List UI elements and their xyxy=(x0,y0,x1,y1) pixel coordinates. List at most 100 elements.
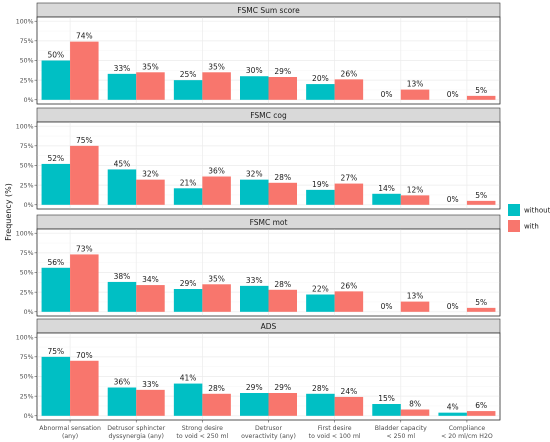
data-label: 5% xyxy=(475,298,487,307)
x-tick-label-line: Detrusor sphincter xyxy=(107,425,165,432)
bar-without xyxy=(306,393,335,416)
y-tick-label: 25% xyxy=(20,289,34,296)
data-label: 73% xyxy=(76,244,93,253)
bar-with xyxy=(202,176,231,205)
y-tick-label: 100% xyxy=(16,123,34,130)
data-label: 52% xyxy=(47,154,64,163)
x-axis-ticks: Abnormal sensation (any) Detrusor sphincte… xyxy=(39,420,493,440)
bar-without xyxy=(240,179,269,205)
bar-with xyxy=(202,72,231,100)
data-label: 19% xyxy=(312,180,329,189)
bar-without xyxy=(41,163,71,205)
x-tick-label-line: Detrusor xyxy=(255,425,282,432)
y-tick-label: 0% xyxy=(24,309,34,316)
data-label: 0% xyxy=(381,90,393,99)
bar-without xyxy=(306,294,335,312)
x-tick-label: Strong desire to void < 250 ml xyxy=(176,425,228,440)
y-tick-label: 100% xyxy=(16,18,34,25)
y-tick-label: 75% xyxy=(20,38,34,45)
legend-label-with: with xyxy=(524,223,539,231)
data-label: 34% xyxy=(142,275,159,284)
data-label: 30% xyxy=(246,66,263,75)
data-label: 5% xyxy=(475,86,487,95)
panel-border xyxy=(36,121,501,210)
bar-without xyxy=(41,267,71,312)
panel-4: ADS 0% 25% 50% 75% 100% 75% 36% 41% 29% 28% 15% 4% 70… xyxy=(16,318,501,421)
data-label: 75% xyxy=(76,136,93,145)
bar-without xyxy=(438,412,467,416)
bar-with xyxy=(136,389,165,416)
bar-without xyxy=(240,76,269,100)
data-label: 28% xyxy=(312,384,329,393)
data-label: 45% xyxy=(114,159,131,168)
x-tick-label: Bladder capacity < 250 ml xyxy=(375,425,427,440)
legend-label-without: without xyxy=(524,207,550,215)
data-label: 33% xyxy=(114,64,131,73)
data-label: 6% xyxy=(475,401,487,410)
data-label: 41% xyxy=(180,374,197,383)
panel-title: FSMC Sum score xyxy=(237,6,300,15)
y-tick-label: 50% xyxy=(20,270,34,277)
legend: without with xyxy=(508,204,550,232)
data-label: 21% xyxy=(180,178,197,187)
data-label: 74% xyxy=(76,32,93,41)
data-label: 8% xyxy=(409,400,421,409)
x-tick-label-line: overactivity (any) xyxy=(241,433,296,440)
bar-with xyxy=(400,301,430,312)
bar-without xyxy=(173,188,203,205)
bar-with xyxy=(466,95,496,100)
bar-without xyxy=(372,404,401,416)
x-tick-label: Abnormal sensation (any) xyxy=(39,425,101,440)
y-tick-label: 50% xyxy=(20,374,34,381)
data-label: 35% xyxy=(142,62,159,71)
bar-without xyxy=(173,289,203,312)
data-label: 12% xyxy=(407,185,424,194)
bar-with xyxy=(466,411,496,416)
bar-with xyxy=(268,182,297,205)
data-label: 0% xyxy=(447,195,459,204)
bar-with xyxy=(400,195,430,205)
data-label: 0% xyxy=(447,302,459,311)
bar-with xyxy=(136,285,165,312)
y-tick-label: 100% xyxy=(16,334,34,341)
x-tick-label: Compliance < 20 ml/cm H2O xyxy=(441,425,493,440)
x-tick-label-line: First desire xyxy=(318,425,352,432)
legend-swatch-with xyxy=(508,220,520,232)
data-label: 22% xyxy=(312,285,329,294)
bar-without xyxy=(173,383,203,416)
data-label: 36% xyxy=(208,167,225,176)
data-label: 27% xyxy=(341,174,358,183)
y-tick-label: 0% xyxy=(24,202,34,209)
data-label: 32% xyxy=(246,170,263,179)
y-tick-label: 75% xyxy=(20,354,34,361)
data-label: 20% xyxy=(312,74,329,83)
data-label: 13% xyxy=(407,80,424,89)
bar-with xyxy=(334,291,364,312)
bar-with xyxy=(400,89,430,100)
data-label: 36% xyxy=(114,378,131,387)
bar-without xyxy=(41,356,71,416)
y-tick-label: 25% xyxy=(20,182,34,189)
x-tick-label-line: < 20 ml/cm H2O xyxy=(441,433,493,440)
data-label: 0% xyxy=(381,302,393,311)
x-tick-label-line: < 250 ml xyxy=(386,433,415,440)
data-label: 29% xyxy=(274,67,291,76)
x-tick-label-line: (any) xyxy=(62,433,78,440)
data-label: 75% xyxy=(47,347,64,356)
x-tick-label-line: Abnormal sensation xyxy=(39,425,101,432)
y-tick-label: 25% xyxy=(20,393,34,400)
bar-without xyxy=(372,193,401,205)
bar-without xyxy=(107,387,137,416)
data-label: 14% xyxy=(378,184,395,193)
bar-with xyxy=(466,307,496,312)
y-tick-label: 50% xyxy=(20,58,34,65)
data-label: 0% xyxy=(447,90,459,99)
bar-with xyxy=(466,200,496,205)
y-tick-label: 0% xyxy=(24,413,34,420)
data-label: 28% xyxy=(208,384,225,393)
data-label: 35% xyxy=(208,62,225,71)
x-tick-label: Detrusor sphincter dyssynergia (any) xyxy=(107,425,165,440)
bar-with xyxy=(202,284,231,312)
panel-1: FSMC Sum score 0% 25% 50% 75% 100% 50% 33% 25% 30… xyxy=(16,2,501,105)
